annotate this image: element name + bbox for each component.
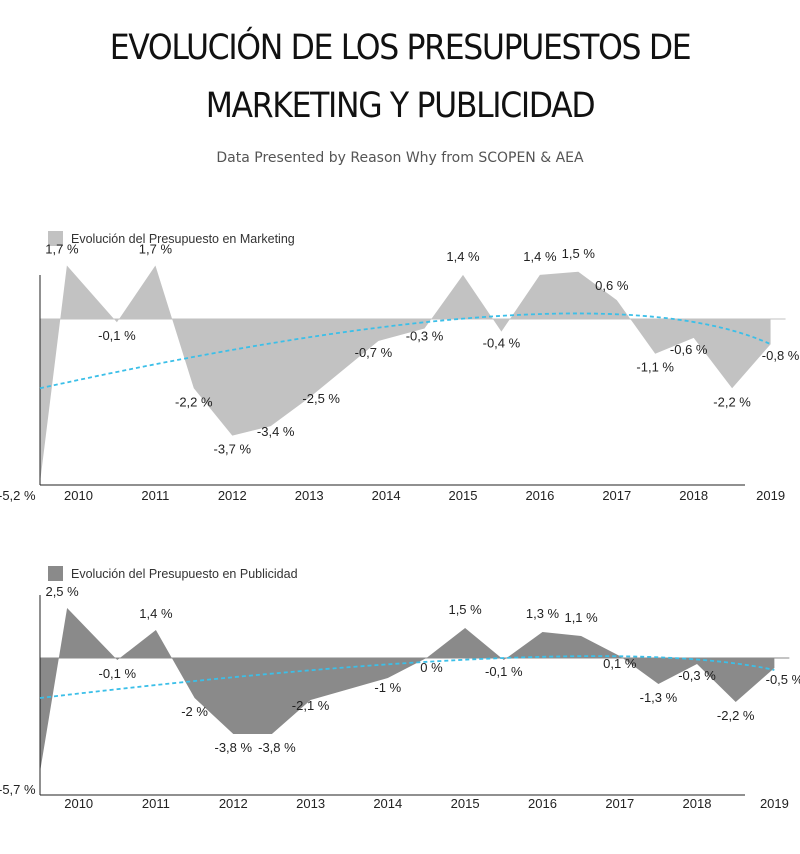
publicidad-data-label: -3,8 % bbox=[215, 740, 253, 755]
marketing-x-tick-label: 2011 bbox=[141, 488, 169, 503]
marketing-legend-label: Evolución del Presupuesto en Marketing bbox=[71, 231, 295, 246]
marketing-data-label: -5,2 % bbox=[0, 488, 36, 503]
marketing-area bbox=[40, 265, 771, 483]
marketing-legend-swatch bbox=[48, 231, 63, 246]
publicidad-x-tick-label: 2018 bbox=[683, 796, 712, 811]
marketing-x-tick-label: 2014 bbox=[372, 488, 401, 503]
publicidad-data-label: -2,2 % bbox=[717, 708, 755, 723]
marketing-data-label: -0,3 % bbox=[406, 329, 444, 344]
publicidad-data-label: -0,1 % bbox=[485, 664, 523, 679]
marketing-data-label: -0,8 % bbox=[762, 348, 800, 363]
publicidad-data-label: -2 % bbox=[181, 704, 208, 719]
marketing-data-label: 1,5 % bbox=[562, 246, 596, 261]
marketing-data-label: 1,4 % bbox=[446, 249, 480, 264]
publicidad-x-tick-label: 2010 bbox=[64, 796, 93, 811]
publicidad-data-label: 1,3 % bbox=[526, 606, 560, 621]
publicidad-data-label: -0,3 % bbox=[678, 668, 716, 683]
marketing-data-label: 0,6 % bbox=[595, 278, 629, 293]
marketing-x-tick-label: 2018 bbox=[679, 488, 708, 503]
marketing-trend-line bbox=[39, 312, 771, 390]
title-line-1: EVOLUCIÓN DE LOS PRESUPUESTOS DE bbox=[109, 28, 692, 68]
marketing-data-label: -2,2 % bbox=[713, 394, 751, 409]
marketing-data-label: -0,6 % bbox=[670, 342, 708, 357]
marketing-x-tick-label: 2016 bbox=[525, 488, 554, 503]
marketing-x-tick-label: 2019 bbox=[756, 488, 785, 503]
publicidad-data-label: -5,7 % bbox=[0, 782, 36, 797]
publicidad-area bbox=[40, 608, 775, 772]
marketing-data-label: -3,4 % bbox=[257, 424, 295, 439]
publicidad-data-label: -3,8 % bbox=[258, 740, 296, 755]
publicidad-x-tick-label: 2015 bbox=[451, 796, 480, 811]
publicidad-chart: -5,7 % 2,5 % -0,1 % 1,4 % -2 % -3,8 % -3,8 % -2… bbox=[0, 584, 800, 811]
marketing-data-label: -0,4 % bbox=[483, 336, 521, 351]
publicidad-x-tick-label: 2017 bbox=[605, 796, 634, 811]
publicidad-data-label: -2,1 % bbox=[292, 698, 330, 713]
publicidad-data-label: -1,3 % bbox=[640, 690, 678, 705]
publicidad-data-label: -0,5 % bbox=[766, 672, 800, 687]
publicidad-x-tick-label: 2016 bbox=[528, 796, 557, 811]
publicidad-data-label: 1,5 % bbox=[448, 602, 482, 617]
publicidad-x-tick-label: 2011 bbox=[142, 796, 170, 811]
marketing-legend: Evolución del Presupuesto en Marketing bbox=[48, 231, 295, 246]
publicidad-data-label: 0 % bbox=[420, 660, 443, 675]
publicidad-data-label: -1 % bbox=[374, 680, 401, 695]
publicidad-legend-swatch bbox=[48, 566, 63, 581]
marketing-data-label: -2,2 % bbox=[175, 394, 213, 409]
publicidad-data-label: 1,4 % bbox=[139, 606, 173, 621]
publicidad-data-label: 2,5 % bbox=[45, 584, 79, 599]
publicidad-zero-line bbox=[40, 657, 790, 659]
publicidad-trend-line bbox=[39, 655, 775, 699]
publicidad-x-tick-label: 2013 bbox=[296, 796, 325, 811]
marketing-data-label: 1,7 % bbox=[45, 242, 79, 257]
marketing-chart: -5,2 % 1,7 % -0,1 % 1,7 % -2,2 % -3,7 % -3,4 %… bbox=[0, 242, 800, 504]
publicidad-data-label: 1,1 % bbox=[564, 610, 598, 625]
publicidad-x-tick-label: 2019 bbox=[760, 796, 789, 811]
marketing-data-label: -1,1 % bbox=[636, 360, 674, 375]
marketing-data-label: 1,4 % bbox=[523, 249, 557, 264]
marketing-data-label: 1,7 % bbox=[139, 242, 173, 257]
subtitle: Data Presented by Reason Why from SCOPEN… bbox=[216, 150, 584, 166]
marketing-data-label: -0,1 % bbox=[98, 328, 136, 343]
marketing-x-tick-label: 2012 bbox=[218, 488, 247, 503]
marketing-x-tick-label: 2017 bbox=[602, 488, 631, 503]
marketing-data-label: -0,7 % bbox=[355, 345, 393, 360]
title-line-2: MARKETING Y PUBLICIDAD bbox=[205, 86, 596, 126]
marketing-x-tick-label: 2015 bbox=[449, 488, 478, 503]
publicidad-x-tick-label: 2014 bbox=[373, 796, 402, 811]
marketing-zero-line bbox=[40, 318, 786, 320]
publicidad-x-tick-label: 2012 bbox=[219, 796, 248, 811]
publicidad-data-label: -0,1 % bbox=[99, 666, 137, 681]
marketing-x-tick-label: 2010 bbox=[64, 488, 93, 503]
publicidad-legend-label: Evolución del Presupuesto en Publicidad bbox=[71, 566, 298, 581]
marketing-data-label: -3,7 % bbox=[214, 442, 252, 457]
marketing-x-tick-label: 2013 bbox=[295, 488, 324, 503]
marketing-data-label: -2,5 % bbox=[302, 391, 340, 406]
publicidad-data-label: 0,1 % bbox=[603, 656, 637, 671]
publicidad-legend: Evolución del Presupuesto en Publicidad bbox=[48, 566, 298, 581]
